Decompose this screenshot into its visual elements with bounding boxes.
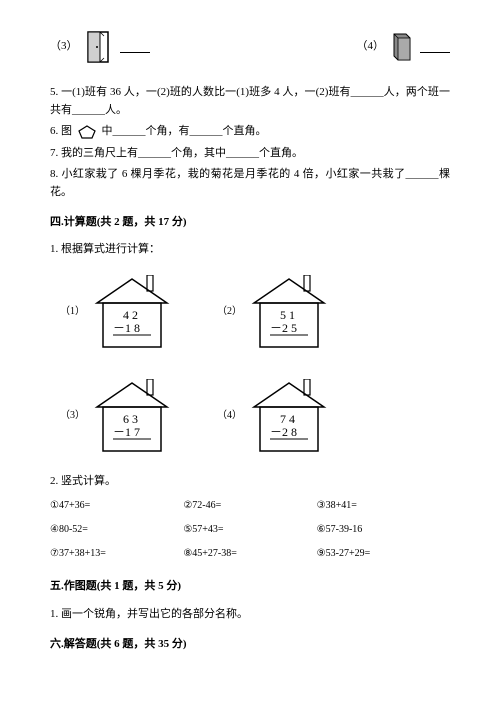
calc-4: ④80-52=	[50, 522, 183, 538]
section-4-q1: 1. 根据算式进行计算：	[50, 241, 450, 259]
house-4-top: 7 4	[280, 412, 295, 426]
house-1-bot: －1 8	[113, 321, 140, 335]
calc-6: ⑥57-39-16	[317, 522, 450, 538]
door-icon	[86, 30, 112, 64]
question-7: 7. 我的三角尺上有______个角，其中______个直角。	[50, 145, 450, 163]
house-3-svg: 6 3 －1 7	[87, 379, 177, 453]
calc-7: ⑦37+38+13=	[50, 546, 183, 562]
section-5-q1: 1. 画一个锐角，并写出它的各部分名称。	[50, 606, 450, 624]
house-2-label: （2）	[217, 304, 242, 320]
house-1-label: （1）	[60, 304, 85, 320]
calc-9: ⑨53-27+29=	[317, 546, 450, 562]
calc-row-2: ④80-52= ⑤57+43= ⑥57-39-16	[50, 522, 450, 538]
houses-container: （1） 4 2 －1 8 （2） 5 1 －2 5 （3） 6 3 －1 7	[60, 275, 450, 453]
item-4: （4）	[357, 32, 451, 62]
house-1: （1） 4 2 －1 8	[60, 275, 177, 349]
item-3-num: （3）	[50, 38, 78, 56]
house-2-svg: 5 1 －2 5	[244, 275, 334, 349]
calc-1: ①47+36=	[50, 498, 183, 514]
item-3: （3）	[50, 30, 357, 64]
house-3: （3） 6 3 －1 7	[60, 379, 177, 453]
house-3-bot: －1 7	[113, 425, 140, 439]
calc-5: ⑤57+43=	[183, 522, 316, 538]
calc-8: ⑧45+27-38=	[183, 546, 316, 562]
section-6-title: 六.解答题(共 6 题，共 35 分)	[50, 636, 450, 654]
book-icon	[392, 32, 412, 62]
blank-4	[420, 41, 450, 53]
house-1-svg: 4 2 －1 8	[87, 275, 177, 349]
question-8: 8. 小红家栽了 6 棵月季花，栽的菊花是月季花的 4 倍，小红家一共栽了___…	[50, 166, 450, 201]
house-3-label: （3）	[60, 408, 85, 424]
house-4: （4） 7 4 －2 8	[217, 379, 334, 453]
house-1-top: 4 2	[123, 308, 138, 322]
calc-row-1: ①47+36= ②72-46= ③38+41=	[50, 498, 450, 514]
image-row-34: （3） （4）	[50, 30, 450, 64]
q6-text-a: 6. 图	[50, 125, 72, 137]
blank-3	[120, 41, 150, 53]
question-6: 6. 图 中______个角，有______个直角。	[50, 123, 450, 141]
calc-3: ③38+41=	[317, 498, 450, 514]
section-4-q2: 2. 竖式计算。	[50, 473, 450, 491]
calc-2: ②72-46=	[183, 498, 316, 514]
question-5: 5. 一(1)班有 36 人，一(2)班的人数比一(1)班多 4 人，一(2)班…	[50, 84, 450, 119]
section-4-title: 四.计算题(共 2 题，共 17 分)	[50, 214, 450, 232]
q6-text-b: 中______个角，有______个直角。	[102, 125, 267, 137]
pentagon-icon	[77, 124, 97, 140]
house-3-top: 6 3	[123, 412, 138, 426]
calc-row-3: ⑦37+38+13= ⑧45+27-38= ⑨53-27+29=	[50, 546, 450, 562]
house-4-svg: 7 4 －2 8	[244, 379, 334, 453]
section-5-title: 五.作图题(共 1 题，共 5 分)	[50, 578, 450, 596]
house-2-top: 5 1	[280, 308, 295, 322]
calc-grid: ①47+36= ②72-46= ③38+41= ④80-52= ⑤57+43= …	[50, 498, 450, 562]
house-4-label: （4）	[217, 408, 242, 424]
house-2: （2） 5 1 －2 5	[217, 275, 334, 349]
house-4-bot: －2 8	[270, 425, 297, 439]
item-4-num: （4）	[357, 38, 385, 56]
house-2-bot: －2 5	[270, 321, 297, 335]
